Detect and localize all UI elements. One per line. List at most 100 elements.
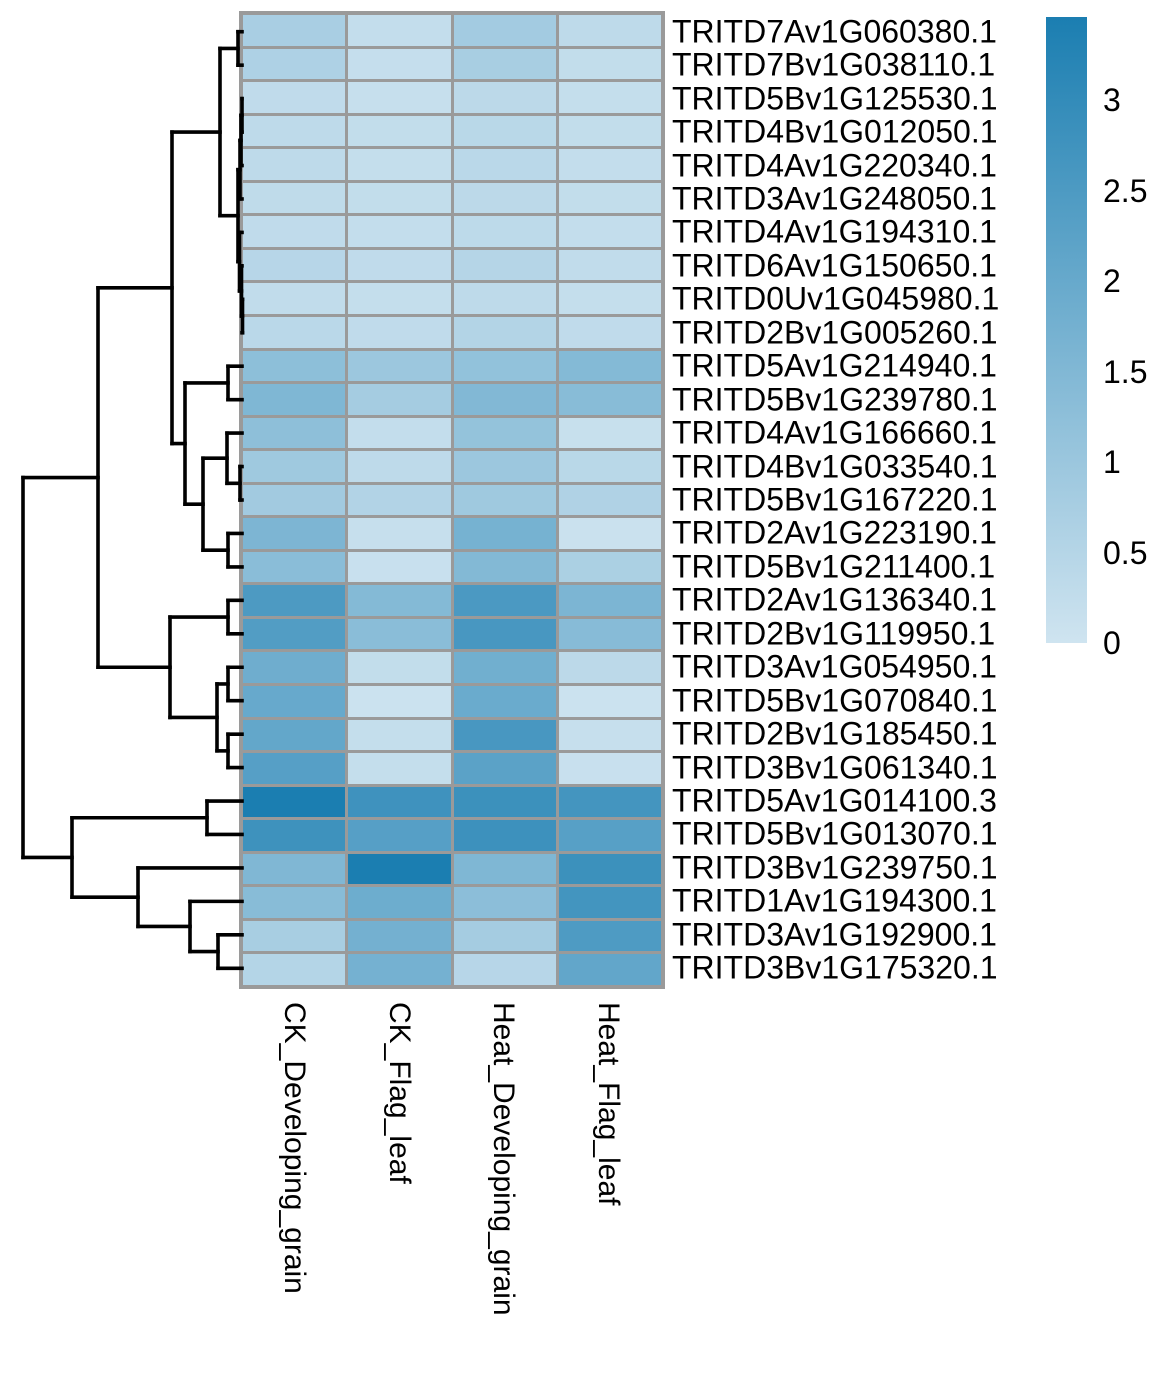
heatmap-cell-r7-c3: [453, 216, 556, 247]
colorbar-tick-label: 3: [1103, 82, 1121, 119]
heatmap-cell-r27-c3: [453, 887, 556, 918]
row-dendrogram: [21, 29, 245, 971]
row-label: TRITD7Av1G060380.1: [672, 13, 997, 50]
heatmap-cell-r29-c4: [558, 954, 661, 985]
heatmap-cell-r20-c3: [453, 652, 556, 684]
row-label: TRITD3Bv1G061340.1: [672, 748, 998, 785]
heatmap-cell-r2-c3: [453, 48, 556, 80]
heatmap-cell-r20-c2: [348, 652, 451, 684]
heatmap-cell-r14-c3: [453, 451, 556, 482]
heatmap-cell-r16-c2: [348, 518, 451, 549]
row-label: TRITD3Bv1G239750.1: [672, 849, 998, 886]
heatmap-cell-r4-c4: [558, 115, 661, 147]
heatmap-cell-r18-c4: [558, 585, 661, 616]
heatmap-cell-r5-c3: [453, 149, 556, 180]
row-label: TRITD2Bv1G005260.1: [672, 314, 998, 351]
heatmap-cell-r21-c4: [558, 686, 661, 717]
row-label: TRITD5Bv1G013070.1: [672, 815, 998, 852]
heatmap-cell-r21-c1: [243, 686, 346, 717]
row-label: TRITD2Av1G136340.1: [672, 581, 997, 618]
heatmap-cell-r21-c3: [453, 686, 556, 717]
heatmap-cell-r29-c2: [348, 954, 451, 985]
heatmap-cell-r29-c1: [243, 954, 346, 985]
heatmap-cell-r20-c1: [243, 652, 346, 684]
heatmap-cell-r17-c1: [243, 551, 346, 583]
heatmap-cell-r27-c4: [558, 887, 661, 918]
row-label: TRITD5Bv1G211400.1: [672, 548, 996, 585]
heatmap-cell-r17-c4: [558, 551, 661, 583]
heatmap-cell-r11-c4: [558, 350, 661, 382]
heatmap-cell-r6-c2: [348, 182, 451, 214]
heatmap-cell-r28-c3: [453, 920, 556, 952]
heatmap-cell-r16-c3: [453, 518, 556, 549]
heatmap-cell-r5-c1: [243, 149, 346, 180]
row-label: TRITD5Bv1G070840.1: [672, 682, 998, 719]
colorbar-tick-label: 0: [1103, 625, 1121, 661]
heatmap-cell-r9-c3: [453, 283, 556, 314]
heatmap-cell-r12-c3: [453, 384, 556, 415]
heatmap-cell-r10-c2: [348, 316, 451, 348]
heatmap-cell-r18-c2: [348, 585, 451, 616]
heatmap-cell-r5-c2: [348, 149, 451, 180]
heatmap-cell-r22-c2: [348, 719, 451, 751]
heatmap-cell-r13-c4: [558, 417, 661, 449]
heatmap-cell-r26-c3: [453, 853, 556, 885]
heatmap-cell-r7-c4: [558, 216, 661, 247]
row-label: TRITD6Av1G150650.1: [672, 247, 997, 284]
row-label: TRITD5Av1G214940.1: [672, 347, 997, 384]
row-label: TRITD5Av1G014100.3: [672, 782, 997, 819]
row-label: TRITD2Bv1G185450.1: [672, 715, 998, 752]
heatmap-cell-r3-c2: [348, 82, 451, 113]
heatmap-cell-r23-c1: [243, 753, 346, 784]
heatmap-cell-r19-c3: [453, 618, 556, 650]
heatmap-cell-r18-c3: [453, 585, 556, 616]
heatmap-cell-r12-c1: [243, 384, 346, 415]
heatmap-cell-r25-c1: [243, 820, 346, 851]
heatmap-cell-r23-c2: [348, 753, 451, 784]
heatmap-cell-r28-c1: [243, 920, 346, 952]
heatmap-cell-r9-c2: [348, 283, 451, 314]
row-label: TRITD3Av1G054950.1: [672, 648, 997, 685]
heatmap-cell-r3-c1: [243, 82, 346, 113]
heatmap-cell-r12-c4: [558, 384, 661, 415]
heatmap-cell-r29-c3: [453, 954, 556, 985]
heatmap-cell-r7-c2: [348, 216, 451, 247]
row-label: TRITD7Bv1G038110.1: [672, 46, 996, 83]
heatmap-cell-r19-c2: [348, 618, 451, 650]
heatmap-cell-r19-c1: [243, 618, 346, 650]
heatmap-cell-r24-c3: [453, 786, 556, 818]
row-label: TRITD3Av1G248050.1: [672, 180, 997, 217]
row-label: TRITD2Bv1G119950.1: [672, 615, 996, 652]
heatmap-cell-r2-c1: [243, 48, 346, 80]
column-label: Heat_Flag_leaf: [591, 1002, 625, 1206]
heatmap-cell-r28-c2: [348, 920, 451, 952]
heatmap-cell-r8-c3: [453, 249, 556, 281]
row-label: TRITD0Uv1G045980.1: [672, 280, 1000, 317]
heatmap-cell-r22-c1: [243, 719, 346, 751]
row-label: TRITD4Av1G220340.1: [672, 146, 997, 183]
heatmap-cell-r23-c4: [558, 753, 661, 784]
heatmap-cell-r6-c3: [453, 182, 556, 214]
heatmap-cell-r4-c2: [348, 115, 451, 147]
heatmap-cell-r8-c2: [348, 249, 451, 281]
heatmap-cell-r1-c1: [243, 15, 346, 46]
heatmap-cell-r22-c4: [558, 719, 661, 751]
heatmap-cell-r25-c4: [558, 820, 661, 851]
heatmap-cell-r13-c2: [348, 417, 451, 449]
heatmap-cell-r13-c3: [453, 417, 556, 449]
heatmap-cell-r7-c1: [243, 216, 346, 247]
row-label: TRITD3Av1G192900.1: [672, 916, 997, 953]
heatmap-cell-r24-c4: [558, 786, 661, 818]
heatmap-cell-r27-c1: [243, 887, 346, 918]
heatmap-cell-r26-c2: [348, 853, 451, 885]
heatmap-cell-r8-c1: [243, 249, 346, 281]
heatmap-cell-r20-c4: [558, 652, 661, 684]
heatmap-cell-r4-c1: [243, 115, 346, 147]
heatmap-cell-r15-c4: [558, 484, 661, 516]
row-label: TRITD4Bv1G033540.1: [672, 447, 998, 484]
heatmap-cell-r9-c4: [558, 283, 661, 314]
heatmap-cell-r28-c4: [558, 920, 661, 952]
heatmap-cell-r1-c4: [558, 15, 661, 46]
heatmap-cell-r8-c4: [558, 249, 661, 281]
